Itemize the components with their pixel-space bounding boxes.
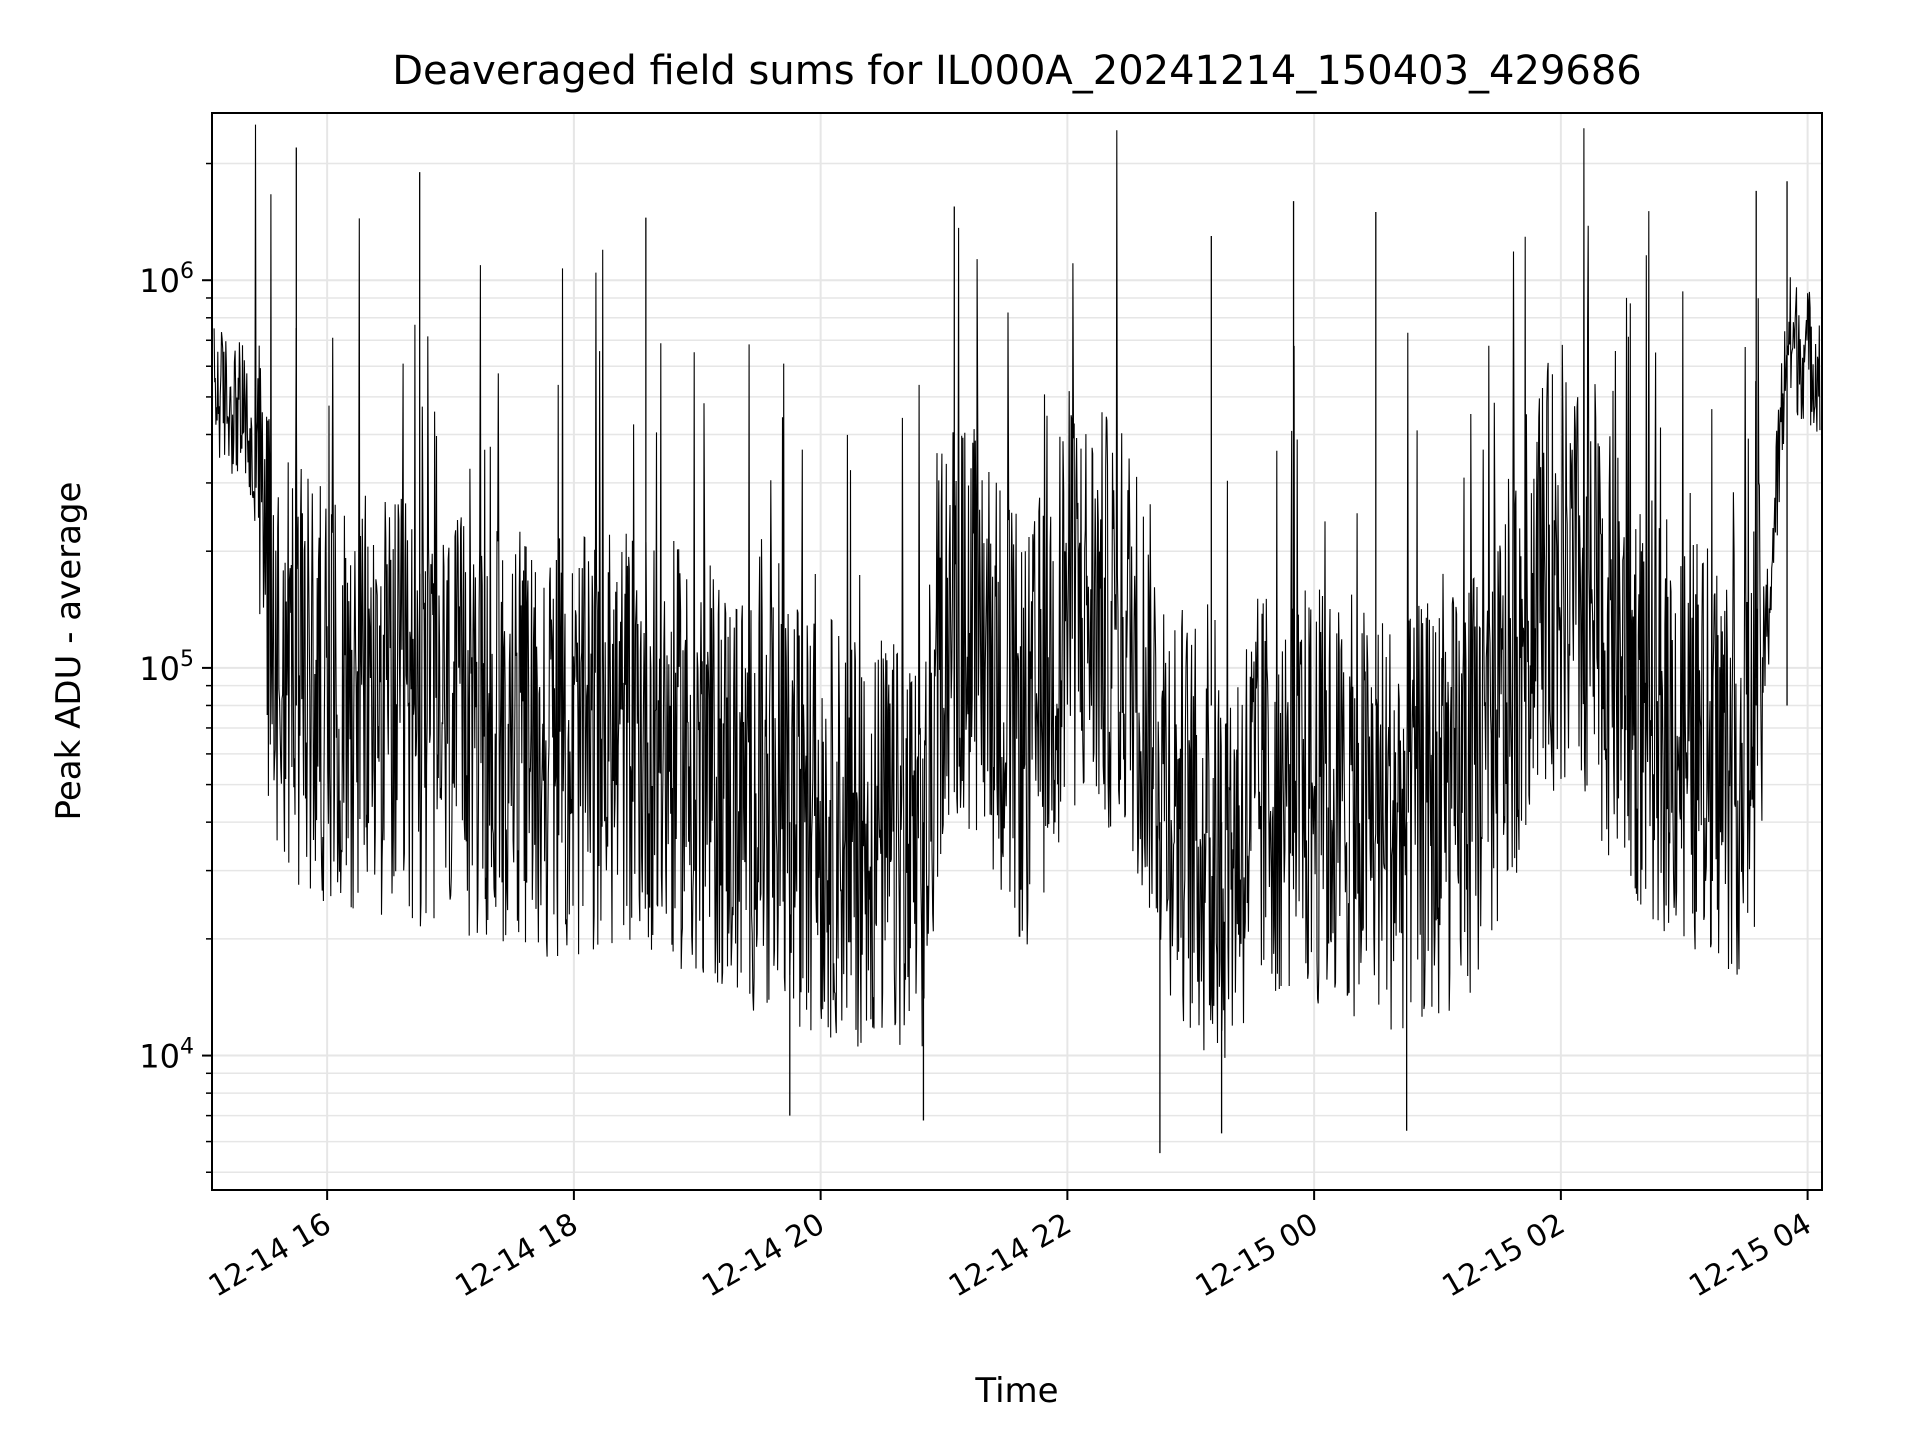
y-axis-label: Peak ADU - average [49,482,89,821]
series-path [213,124,1821,1058]
x-tick-label: 12-15 02 [1437,1207,1571,1305]
y-tick-label: 105 [139,647,194,688]
x-axis: 12-14 16 12-14 18 12-14 20 12-14 22 12-15 00… [203,1190,1818,1304]
y-axis: 104 105 106 [139,162,212,1174]
x-tick-label: 12-14 20 [696,1207,830,1305]
x-axis-label: Time [974,1371,1058,1411]
x-tick-label: 12-15 04 [1683,1207,1817,1305]
plot-frame [211,112,1823,1191]
x-tick-label: 12-14 18 [450,1207,584,1305]
y-tick-label: 106 [139,259,194,300]
x-tick-label: 12-14 16 [203,1207,337,1305]
x-tick-label: 12-14 22 [943,1207,1077,1305]
chart-title: Deaveraged field sums for IL000A_2024121… [392,48,1642,94]
series-line [213,124,1821,1154]
y-tick-label: 104 [139,1035,194,1076]
x-tick-label: 12-15 00 [1190,1207,1324,1305]
